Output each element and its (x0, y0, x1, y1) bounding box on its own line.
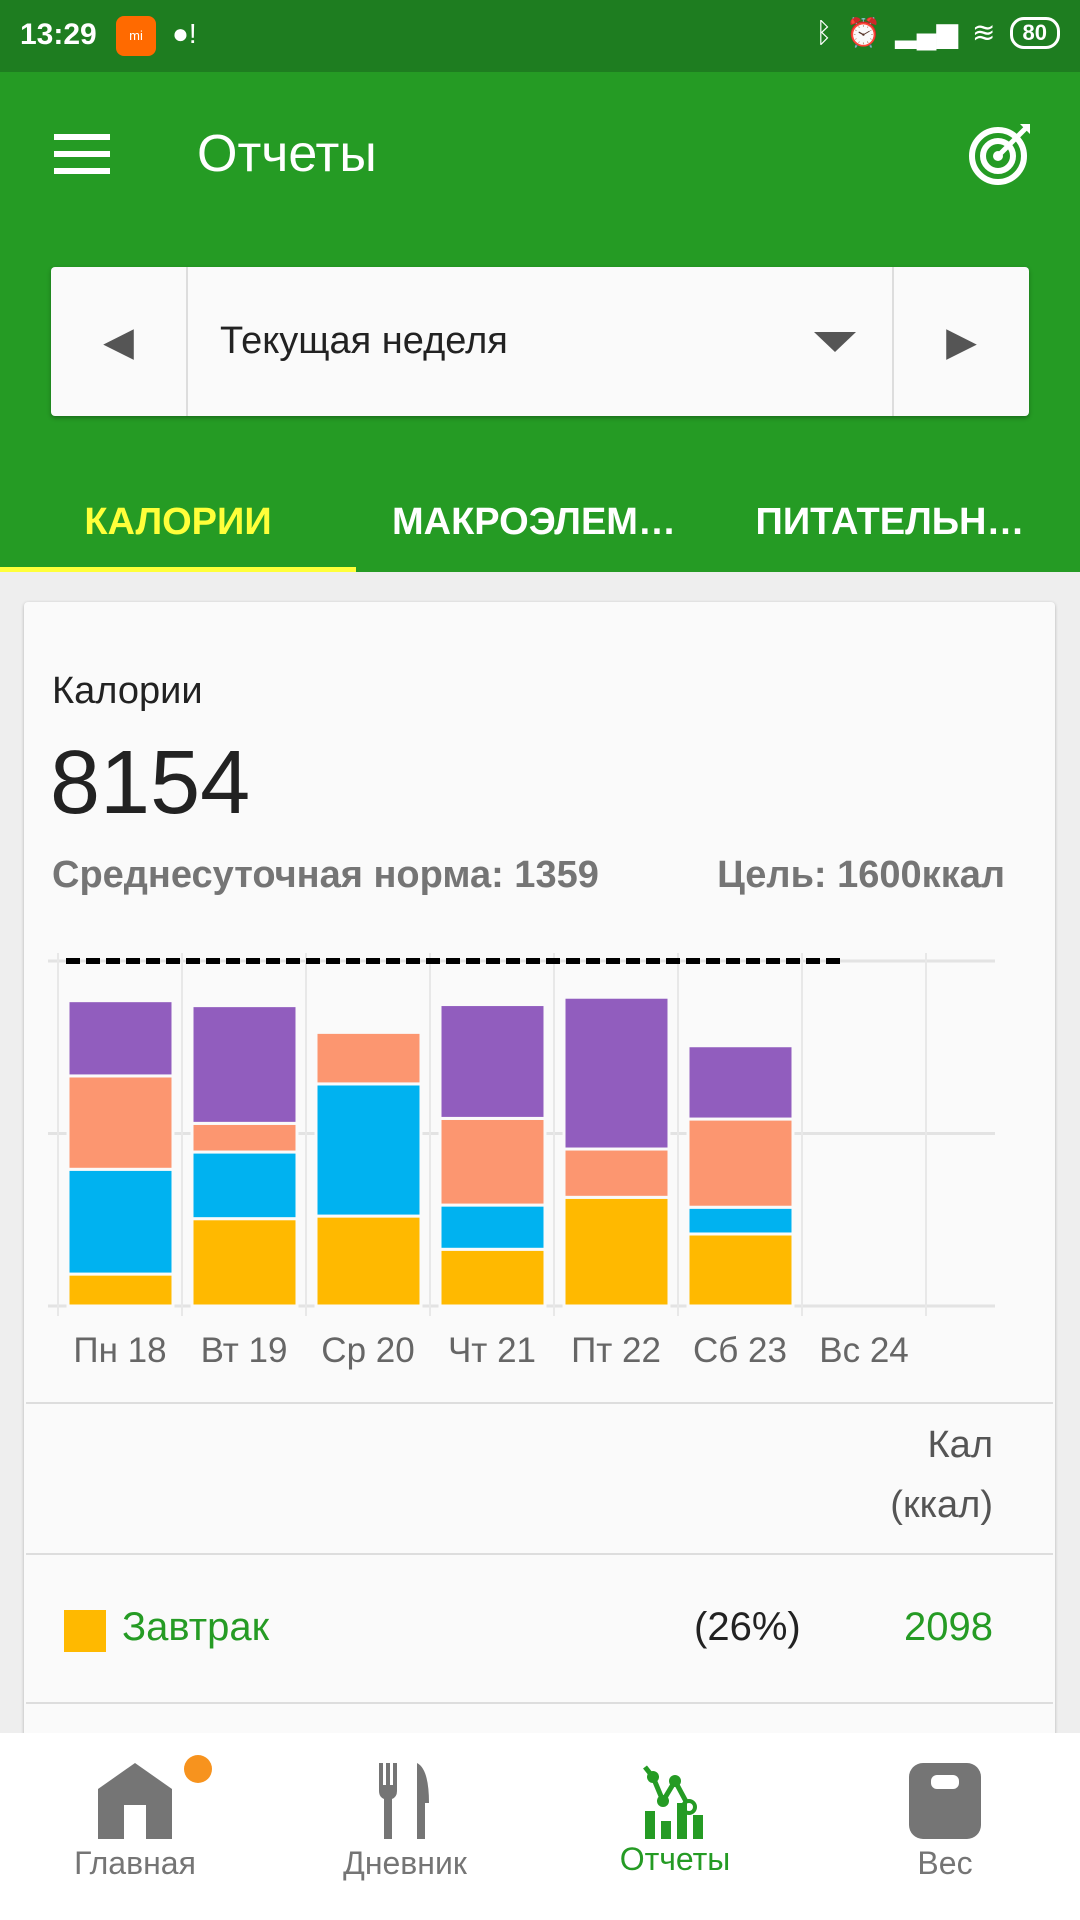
x-tick-label: Вс 24 (819, 1331, 909, 1370)
bar-segment (562, 995, 671, 1151)
nav-weight[interactable]: Вес (810, 1733, 1080, 1920)
bar-segment (314, 1214, 423, 1308)
bar-segment (190, 1150, 299, 1221)
notification-icon: ●! (172, 18, 197, 49)
bar-segment (190, 1004, 299, 1125)
nav-label: Отчеты (619, 1841, 731, 1877)
mi-app-icon: mi (116, 16, 156, 56)
period-dropdown[interactable]: Текущая неделя (188, 267, 892, 416)
bar-segment (438, 1116, 547, 1207)
hamburger-icon[interactable] (54, 134, 110, 174)
row-name: Завтрак (122, 1605, 270, 1649)
x-tick-label: Чт 21 (448, 1331, 536, 1370)
bar-segment (438, 1247, 547, 1308)
nav-diary[interactable]: Дневник (270, 1733, 540, 1920)
nav-label: Главная (74, 1845, 196, 1881)
bar-segment (438, 1003, 547, 1120)
status-bar: 13:29 mi ●! ᛒ ⏰ ▂▄▆ ≋ 80 (0, 0, 1080, 72)
x-tick-label: Сб 23 (693, 1331, 787, 1370)
home-icon (98, 1763, 172, 1839)
fork-knife-icon (379, 1763, 429, 1839)
nav-home[interactable]: Главная (0, 1733, 270, 1920)
calorie-goal: Цель: 1600ккал (717, 854, 1005, 896)
x-tick-label: Вт 19 (201, 1331, 288, 1370)
tab-calories[interactable]: КАЛОРИИ (0, 472, 356, 572)
bar-segment (314, 1082, 423, 1218)
summary-label: Калории (52, 670, 203, 712)
nav-label: Дневник (343, 1845, 467, 1881)
summary-total: 8154 (50, 733, 251, 833)
bar-segment (686, 1044, 795, 1121)
period-selector: ◀ Текущая неделя ▶ (51, 267, 1029, 416)
bar-segment (190, 1121, 299, 1154)
bottom-navigation: Главная Дневник Отчеты Вес (0, 1733, 1080, 1920)
column-header-cal: Кал (927, 1424, 993, 1466)
x-tick-label: Пн 18 (73, 1331, 166, 1370)
bar-segment (562, 1195, 671, 1308)
page-title: Отчеты (197, 125, 377, 183)
x-tick-label: Пт 22 (571, 1331, 661, 1370)
x-tick-label: Ср 20 (321, 1331, 414, 1370)
arrow-right-icon: ▶ (946, 319, 977, 364)
notification-badge (184, 1755, 212, 1783)
table-row[interactable]: Завтрак (26%) 2098 (26, 1555, 1053, 1704)
alarm-icon: ⏰ (846, 17, 882, 48)
daily-average: Среднесуточная норма: 1359 (52, 854, 599, 896)
nav-label: Вес (917, 1845, 973, 1881)
legend-swatch (64, 1610, 106, 1652)
calories-chart: Пн 18 Вт 19 Ср 20 Чт 21 Пт 22 Сб 23 Вс 24 (48, 953, 995, 1370)
chevron-down-icon (814, 331, 856, 352)
tab-nutrients[interactable]: ПИТАТЕЛЬН… (755, 501, 1025, 543)
app-bar: Отчеты ◀ Текущая неделя ▶ КАЛОРИИ МАКРОЭ… (0, 72, 1080, 572)
bar-segment (66, 1272, 175, 1308)
bluetooth-icon: ᛒ (815, 16, 833, 48)
bar-segment (66, 1074, 175, 1171)
status-time: 13:29 (20, 18, 97, 51)
period-value: Текущая неделя (220, 320, 508, 362)
next-period-button[interactable]: ▶ (892, 267, 1029, 416)
target-icon[interactable] (968, 120, 1034, 186)
row-value: 2098 (904, 1605, 993, 1649)
tab-macros[interactable]: МАКРОЭЛЕМ… (392, 501, 676, 543)
bar-segment (314, 1030, 423, 1086)
report-tabs: КАЛОРИИ МАКРОЭЛЕМ… ПИТАТЕЛЬН… (0, 472, 1080, 572)
reports-chart-icon (643, 1765, 703, 1839)
scale-icon (909, 1763, 981, 1839)
bar-segment (686, 1205, 795, 1236)
bar-segment (438, 1203, 547, 1251)
arrow-left-icon: ◀ (103, 319, 134, 364)
bar-segment (66, 1167, 175, 1276)
calories-card: Калории 8154 Среднесуточная норма: 1359 … (24, 602, 1055, 1802)
bar-segment (562, 1147, 671, 1199)
bar-segment (66, 999, 175, 1078)
signal-icon: ▂▄▆ (895, 17, 959, 48)
nav-reports[interactable]: Отчеты (540, 1733, 810, 1920)
bar-segment (686, 1232, 795, 1308)
battery-indicator: 80 (1009, 16, 1060, 49)
table-header: Кал (ккал) (26, 1402, 1053, 1555)
bar-segment (190, 1217, 299, 1308)
column-header-unit: (ккал) (890, 1484, 993, 1526)
bar-segment (686, 1117, 795, 1209)
wifi-icon: ≋ (972, 17, 996, 48)
row-percent: (26%) (694, 1605, 801, 1649)
previous-period-button[interactable]: ◀ (51, 267, 188, 416)
